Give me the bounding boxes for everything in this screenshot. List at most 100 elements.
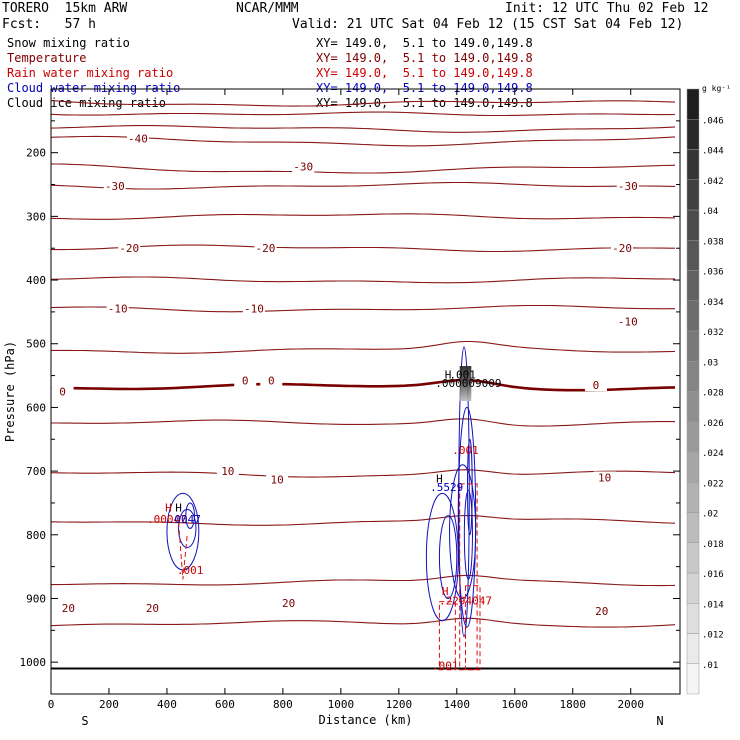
isotherm--45 — [50, 125, 676, 133]
label-bg — [106, 302, 129, 315]
colorbar-swatch — [686, 482, 700, 513]
colorbar-swatch — [686, 391, 700, 422]
colorbar-label: .04 — [702, 207, 718, 217]
temperature-label: 20 — [146, 602, 159, 615]
y-tick-label: 800 — [26, 529, 46, 542]
temperature-label: 10 — [270, 473, 283, 486]
label-bg — [103, 179, 126, 192]
temperature-label: 0 — [593, 379, 600, 392]
init-time: Init: 12 UTC Thu 02 Feb 12 — [505, 1, 709, 16]
temperature-label: -40 — [128, 133, 148, 146]
cloud-water-contour — [463, 489, 473, 580]
colorbar-swatch — [686, 209, 700, 241]
y-tick-label: 300 — [26, 210, 46, 223]
field-snow-name: Snow mixing ratio — [7, 36, 130, 50]
cloud-water-contour — [178, 508, 197, 549]
y-tick-label: 400 — [26, 274, 46, 287]
colorbar-label: .022 — [702, 479, 724, 489]
colorbar-swatch — [686, 603, 700, 634]
label-bg — [234, 374, 257, 387]
extremum-label: .001 — [452, 444, 479, 457]
y-tick-label: 1000 — [20, 656, 47, 669]
label-bg — [616, 179, 639, 192]
colorbar-swatch — [686, 451, 700, 483]
x-axis-title: Distance (km) — [319, 713, 413, 727]
colorbar-swatch — [686, 633, 700, 664]
label-bg — [593, 471, 616, 484]
isotherm-5 — [51, 418, 675, 427]
isotherm-15 — [50, 514, 676, 526]
field-cloudwater-name: Cloud water mixing ratio — [7, 81, 181, 95]
temperature-label: 10 — [221, 465, 234, 478]
temperature-label: 0 — [59, 386, 66, 399]
forecast-hour: Fcst: 57 h — [2, 17, 96, 32]
north-label: N — [656, 714, 663, 728]
x-tick-label: 1600 — [502, 698, 529, 711]
field-cloudwater-xy: XY= 149.0, 5.1 to 149.0,149.8 — [316, 81, 533, 95]
colorbar: .01 .012 .014 .016 .018 .02 .022 .024 .026 .028 .0… — [686, 84, 731, 695]
colorbar-label: .014 — [702, 600, 724, 610]
field-snow-xy: XY= 149.0, 5.1 to 149.0,149.8 — [316, 36, 533, 50]
temperature-label: -30 — [105, 180, 125, 193]
temperature-label: 20 — [62, 602, 75, 615]
label-bg — [216, 465, 239, 478]
snow-shaded-region — [459, 366, 472, 402]
label-bg — [260, 374, 283, 387]
isotherm--25 — [50, 213, 676, 220]
axes: 0 200 400 600 800 1000 1200 1400 1600 1800 2000200… — [3, 88, 681, 728]
extremum-label: H — [436, 473, 443, 486]
colorbar-swatch — [686, 361, 700, 392]
y-axis-title: Pressure (hPa) — [3, 341, 17, 442]
colorbar-label: .046 — [702, 116, 724, 126]
field-rain-xy: XY= 149.0, 5.1 to 149.0,149.8 — [316, 66, 533, 80]
colorbar-label: .026 — [702, 419, 724, 429]
rain-water-contour — [459, 483, 478, 671]
y-tick-label: 700 — [26, 465, 46, 478]
label-bg — [51, 385, 74, 398]
label-bg — [616, 315, 639, 328]
colorbar-label: .044 — [702, 147, 724, 157]
field-rain-name: Rain water mixing ratio — [7, 66, 174, 80]
extremum-label: H — [175, 501, 182, 514]
temperature-label: 20 — [595, 605, 608, 618]
cloud-water-contour — [467, 438, 473, 536]
colorbar-label: .034 — [702, 298, 724, 308]
extremum-label: .2294047 — [439, 594, 492, 607]
extremum-label: H — [442, 585, 449, 598]
colorbar-swatch — [686, 542, 700, 574]
cloud-water-contour — [185, 502, 195, 529]
rain-water-contour — [178, 522, 188, 580]
extremum-label: H — [165, 501, 172, 514]
extremum-label: .001 — [449, 368, 476, 381]
cloud-water-contour — [425, 492, 459, 622]
y-tick-label: 600 — [26, 401, 46, 414]
isotherm--10 — [50, 304, 675, 313]
cloud-water-contour — [438, 515, 458, 599]
colorbar-label: .042 — [702, 177, 724, 187]
isotherm--15 — [50, 276, 676, 284]
x-tick-label: 1000 — [328, 698, 355, 711]
rain-water-contours — [178, 483, 481, 671]
isotherm--20 — [51, 244, 675, 253]
south-label: S — [81, 714, 88, 728]
isotherm-0 — [51, 378, 676, 392]
temperature-contours — [50, 99, 680, 670]
x-tick-label: 2000 — [617, 698, 644, 711]
label-bg — [611, 242, 634, 255]
temperature-label: 0 — [242, 375, 249, 388]
isotherm--35 — [50, 163, 676, 174]
label-bg — [254, 242, 277, 255]
extremum-label: .000009009 — [435, 377, 501, 390]
isotherm-20 — [51, 574, 676, 587]
temperature-label: -20 — [256, 242, 276, 255]
x-tick-label: 200 — [99, 698, 119, 711]
x-tick-label: 1800 — [560, 698, 587, 711]
colorbar-label: .012 — [702, 631, 724, 641]
temperature-label: -10 — [108, 303, 128, 316]
temperature-label: 20 — [282, 597, 295, 610]
label-bg — [277, 596, 300, 609]
temperature-label: -20 — [119, 242, 139, 255]
field-cloudice-name: Cloud ice mixing ratio — [7, 96, 166, 110]
